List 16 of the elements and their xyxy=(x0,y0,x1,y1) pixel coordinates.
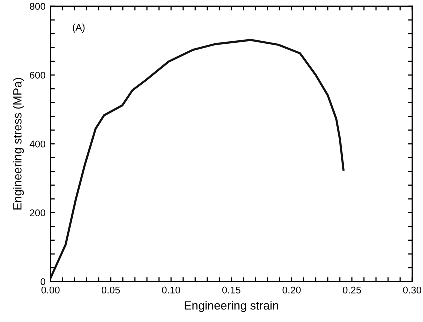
x-tick-label: 0.20 xyxy=(282,286,301,294)
line-series xyxy=(50,39,345,280)
x-tick-label: 0.30 xyxy=(403,286,422,294)
y-tick-label: 800 xyxy=(30,3,46,10)
y-axis-title: Engineering stress (MPa) xyxy=(13,78,24,210)
x-tick-label: 0.05 xyxy=(102,286,120,294)
y-tick-label: 0 xyxy=(40,278,46,286)
annotation: (A) xyxy=(73,24,85,33)
x-tick-label: 0.25 xyxy=(343,286,362,294)
y-tick-label: 400 xyxy=(30,140,46,148)
x-tick-label: 0.15 xyxy=(222,286,241,294)
y-tick-label: 600 xyxy=(30,72,46,79)
y-tick-label: 200 xyxy=(30,210,46,217)
x-tick-label: 0.10 xyxy=(162,286,180,294)
x-tick-label: 0.00 xyxy=(42,286,60,294)
x-axis-title: Engineering strain xyxy=(184,301,278,312)
